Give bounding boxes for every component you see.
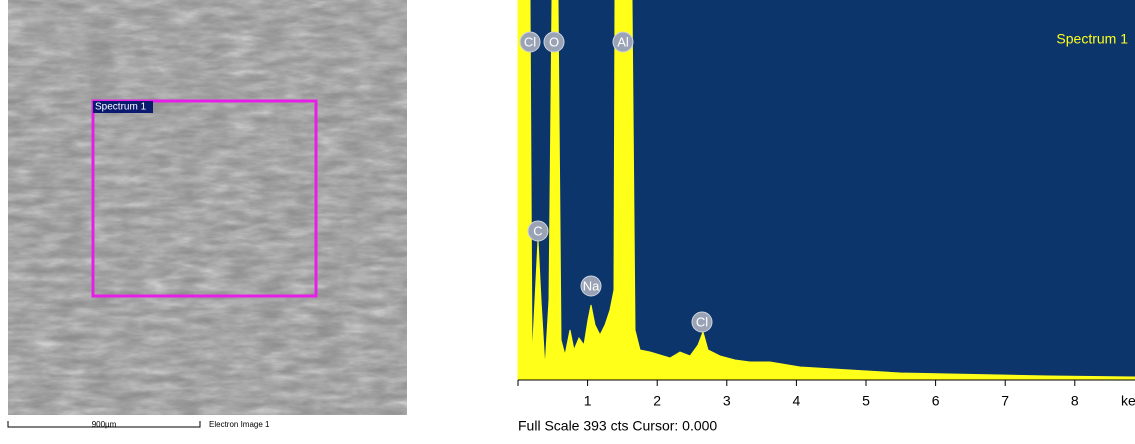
tick-label: 3 bbox=[723, 393, 731, 409]
peak-marker bbox=[519, 31, 541, 53]
peak-marker bbox=[543, 31, 565, 53]
region-label: Spectrum 1 bbox=[95, 102, 147, 113]
peak-marker bbox=[527, 220, 549, 242]
tick-label: 7 bbox=[1001, 393, 1009, 409]
tick-label: 1 bbox=[584, 393, 592, 409]
axis-unit: keV bbox=[1121, 393, 1135, 409]
region-box bbox=[91, 99, 318, 298]
spectrum-footer: Full Scale 393 cts Cursor: 0.000 bbox=[518, 418, 717, 434]
peak-marker bbox=[580, 275, 602, 297]
peak-label: C bbox=[533, 223, 542, 238]
peak-label: O bbox=[549, 34, 559, 49]
tick-label: 6 bbox=[932, 393, 940, 409]
sem-image bbox=[8, 0, 407, 415]
peak-label: Cl bbox=[696, 314, 708, 329]
tick-label: 4 bbox=[793, 393, 801, 409]
tick-label: 2 bbox=[653, 393, 661, 409]
scale-label: 900µm bbox=[92, 420, 117, 429]
spectrum-title: Spectrum 1 bbox=[1056, 31, 1128, 47]
peak-marker bbox=[691, 311, 713, 333]
scale-bar bbox=[7, 421, 201, 428]
tick-label: 8 bbox=[1071, 393, 1079, 409]
peak-marker bbox=[612, 31, 634, 53]
region-label-bg bbox=[93, 101, 153, 113]
spectrum-trace bbox=[517, 0, 1135, 381]
tick-label: 5 bbox=[862, 393, 870, 409]
peak-label: Cl bbox=[524, 34, 536, 49]
peak-label: Na bbox=[583, 278, 600, 293]
peak-label: Al bbox=[617, 34, 629, 49]
image-caption: Electron Image 1 bbox=[209, 420, 270, 429]
